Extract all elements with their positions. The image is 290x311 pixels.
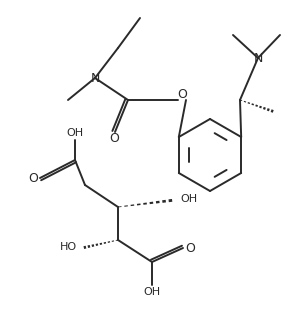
Text: O: O [177, 89, 187, 101]
Text: OH: OH [144, 287, 161, 297]
Text: O: O [28, 171, 38, 184]
Text: N: N [90, 72, 100, 85]
Text: O: O [109, 132, 119, 145]
Text: OH: OH [180, 194, 197, 204]
Text: N: N [253, 52, 263, 64]
Text: OH: OH [66, 128, 84, 138]
Text: HO: HO [59, 242, 77, 252]
Text: O: O [185, 243, 195, 256]
